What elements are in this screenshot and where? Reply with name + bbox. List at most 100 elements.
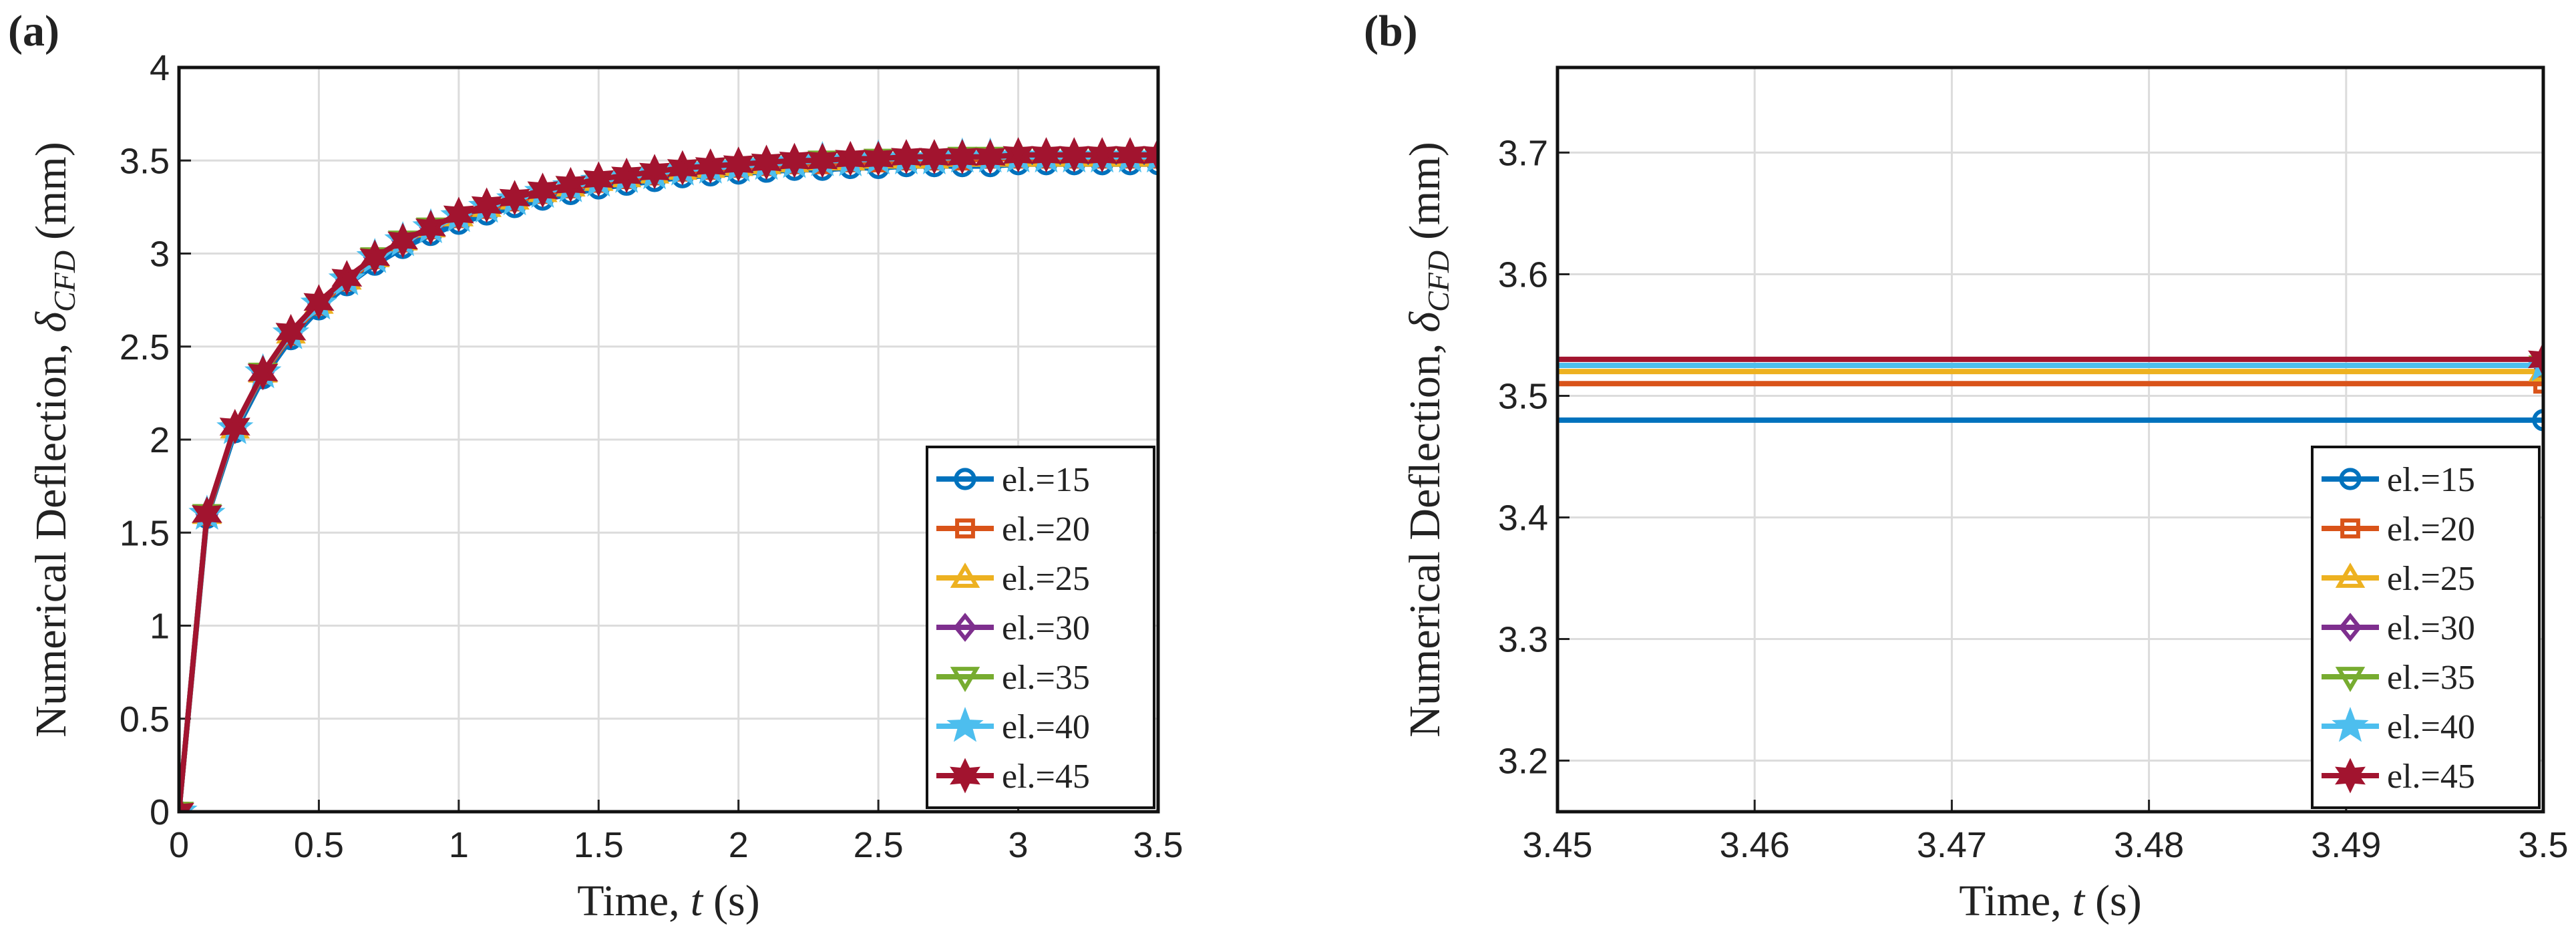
marker [667,150,698,186]
x-label-unit: (s) [713,877,760,925]
marker [191,496,222,532]
y-tick-label: 4 [150,48,170,88]
marker [2528,341,2543,377]
x-label-text: Time, [1959,877,2061,925]
marker [1143,137,1158,173]
x-tick-label: 3.47 [1917,825,1987,865]
x-tick-label: 3.5 [1133,825,1183,865]
marker [891,139,922,175]
y-tick-label: 3.5 [120,141,170,181]
x-tick-label: 3.45 [1522,825,1592,865]
legend-label: el.=45 [1002,758,1090,796]
marker [303,284,335,320]
y-tick-label: 1.5 [120,513,170,553]
plot-series [179,137,1158,812]
marker [527,172,558,208]
legend-marker [2340,518,2360,538]
y-axis-label: Numerical Deflection, δCFD (mm) [1401,142,1455,737]
panel: 3.45 3.46 3.47 3.48 3.49 3.5 3.2 3.3 3.4 3.5 3.6 3.… [1364,7,2569,925]
legend-marker [953,613,977,642]
x-label-symbol: t [2072,877,2086,925]
marker [807,142,838,178]
y-tick-label: 0 [150,792,170,832]
legend-label: el.=40 [2387,708,2475,746]
y-label-unit: (mm) [1401,142,1449,240]
marker [695,148,726,184]
marker [359,239,391,275]
x-label-text: Time, [577,877,679,925]
plot-series [1557,341,2543,432]
legend-marker [950,667,980,692]
x-tick-label: 3.49 [2311,825,2381,865]
marker [471,187,502,223]
y-tick-label: 3.2 [1498,742,1548,782]
x-axis-label: Time, t (s) [1959,877,2141,925]
y-label-text: Numerical Deflection, [1401,343,1449,738]
marker [1115,137,1146,173]
y-tick-label: 1 [150,607,170,647]
x-tick-label: 3.48 [2114,825,2184,865]
marker [1002,137,1034,173]
marker [835,140,866,176]
legend-marker [2338,613,2362,642]
marker [499,180,530,216]
legend-box [2311,446,2541,809]
marker [723,146,754,182]
panel: 0 0.5 1 1.5 2 2.5 3 3.5 0 0.5 1 1.5 2 2.5 3 3.5 4 el.=15 e… [8,7,1183,925]
marker [443,196,474,232]
marker [387,222,419,259]
marker [331,260,363,296]
marker [751,144,782,180]
marker [863,140,894,176]
y-label-subscript: CFD [1421,251,1455,312]
y-label-subscript: CFD [47,251,81,312]
legend-label: el.=20 [2387,510,2475,548]
legend-label: el.=25 [2387,560,2475,598]
legend-marker [2335,758,2366,794]
y-tick-label: 0.5 [120,699,170,740]
legend-marker [950,563,980,588]
legend-label: el.=35 [1002,659,1090,697]
panel-label: (b) [1364,7,1418,55]
legend-marker [950,758,980,794]
x-label-unit: (s) [2095,877,2142,925]
x-tick-label: 1 [449,825,469,865]
legend-label: el.=30 [2387,609,2475,647]
x-tick-label: 0.5 [294,825,344,865]
y-tick-label: 3.7 [1498,133,1548,173]
x-tick-label: 1.5 [574,825,624,865]
marker [415,210,446,246]
marker [1059,137,1090,173]
y-tick-label: 3.3 [1498,620,1548,660]
marker [247,355,279,391]
legend-label: el.=45 [2387,758,2475,796]
x-axis-label: Time, t (s) [577,877,759,925]
marker [179,794,194,812]
marker [219,409,250,445]
legend-marker [955,518,975,538]
marker [1087,137,1118,173]
y-label-unit: (mm) [27,142,75,240]
y-label-symbol: δ [1401,311,1449,333]
y-tick-label: 2 [150,420,170,460]
y-label-text: Numerical Deflection, [27,343,75,738]
marker [779,142,810,178]
legend-label: el.=30 [1002,609,1090,647]
y-tick-label: 3.5 [1498,376,1548,416]
marker [1031,137,1062,173]
legend-label: el.=25 [1002,560,1090,598]
x-tick-label: 3.46 [1720,825,1790,865]
x-tick-label: 0 [169,825,189,865]
marker [946,139,978,175]
y-axis-label: Numerical Deflection, δCFD (mm) [27,142,81,737]
y-label-symbol: δ [27,311,75,333]
axes-box [1555,65,2545,814]
x-tick-label: 2 [729,825,749,865]
y-tick-label: 3 [150,234,170,275]
legend-label: el.=15 [1002,461,1090,499]
y-tick-label: 3.6 [1498,255,1548,295]
legend-label: el.=15 [2387,461,2475,499]
legend-marker [2339,468,2362,490]
marker [2533,373,2543,394]
